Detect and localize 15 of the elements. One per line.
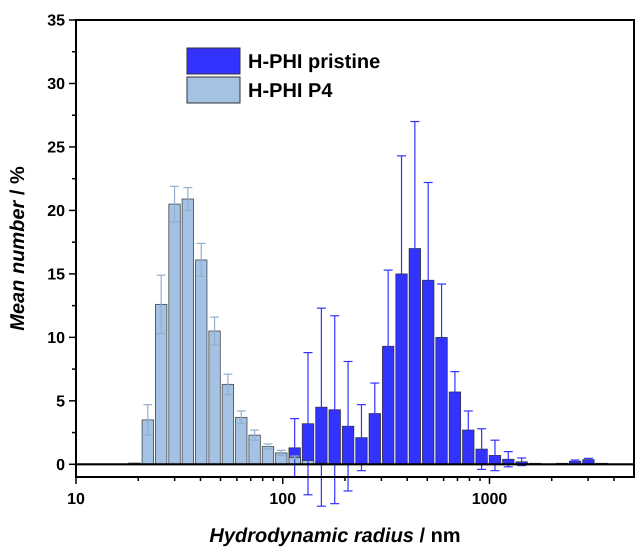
legend-label: H-PHI pristine	[248, 51, 380, 73]
x-tick-label: 1000	[472, 491, 508, 508]
y-tick-label: 5	[56, 393, 66, 410]
y-tick-label: 30	[47, 76, 66, 94]
x-tick-label: 100	[269, 491, 296, 508]
y-axis-title: Mean number / %	[7, 166, 29, 331]
y-tick-label: 25	[47, 140, 66, 157]
y-tick-label: 20	[47, 203, 66, 220]
y-tick-label: 15	[47, 266, 66, 284]
y-tick-label: 35	[47, 12, 66, 30]
legend-label: H-PHI P4	[248, 80, 334, 102]
x-tick-label: 10	[67, 491, 85, 508]
y-tick-label: 10	[47, 330, 66, 347]
x-axis-title: Hydrodynamic radius / nm	[209, 525, 461, 547]
y-tick-label: 0	[56, 456, 66, 474]
